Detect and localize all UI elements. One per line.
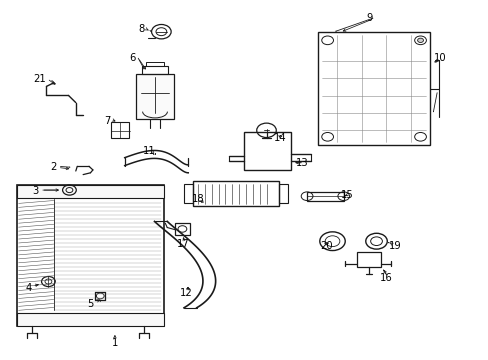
Bar: [175, 223, 189, 235]
Text: 17: 17: [177, 239, 189, 249]
Bar: [184, 184, 193, 203]
Text: 10: 10: [433, 53, 446, 63]
Text: 3: 3: [32, 186, 38, 196]
Bar: [193, 181, 278, 206]
Text: 14: 14: [273, 132, 285, 143]
Text: 6: 6: [128, 53, 135, 63]
Text: 7: 7: [104, 116, 111, 126]
Circle shape: [417, 38, 423, 42]
Text: 12: 12: [179, 288, 192, 298]
Text: 15: 15: [340, 190, 353, 200]
Bar: [17, 185, 163, 198]
Bar: [142, 66, 168, 74]
Text: 20: 20: [320, 240, 332, 251]
Text: 13: 13: [295, 158, 308, 168]
Text: 5: 5: [87, 299, 94, 309]
Bar: [145, 62, 164, 66]
Bar: [317, 32, 429, 145]
Text: 21: 21: [34, 74, 46, 84]
Bar: [17, 185, 163, 326]
Text: 16: 16: [379, 273, 392, 283]
Text: 4: 4: [25, 283, 31, 293]
Bar: [17, 313, 163, 326]
Text: 19: 19: [388, 240, 401, 251]
Bar: [306, 192, 343, 201]
Bar: [278, 184, 287, 203]
Text: 11: 11: [142, 146, 155, 156]
Text: 2: 2: [50, 162, 57, 172]
Text: 9: 9: [365, 13, 372, 23]
Text: 18: 18: [191, 194, 204, 204]
Bar: [111, 122, 129, 138]
Text: 1: 1: [111, 338, 118, 348]
Bar: [136, 74, 174, 119]
Text: 8: 8: [139, 24, 144, 34]
Bar: [356, 252, 381, 267]
Bar: [244, 132, 290, 170]
